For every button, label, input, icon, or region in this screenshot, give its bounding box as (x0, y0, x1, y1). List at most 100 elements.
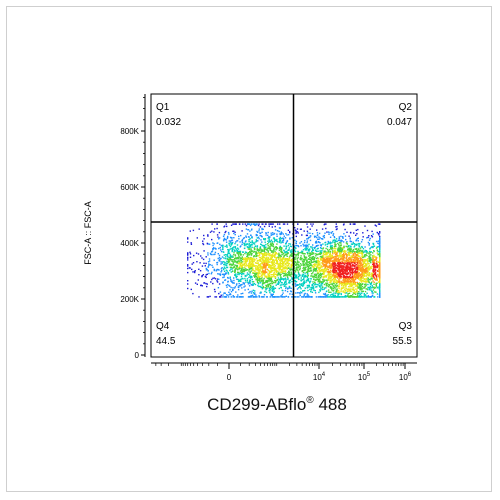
event-dot (326, 265, 328, 268)
event-dot (300, 288, 302, 290)
event-dot (306, 261, 308, 263)
event-dot (368, 267, 370, 269)
event-dot (267, 231, 269, 234)
event-dot (232, 287, 234, 289)
event-dot (273, 296, 275, 298)
event-dot (328, 242, 330, 244)
event-dot (228, 249, 230, 251)
event-dot (329, 267, 331, 269)
event-dot (256, 249, 259, 252)
event-dot (314, 268, 317, 270)
event-dot (297, 263, 300, 265)
event-dot (252, 281, 255, 283)
event-dot (338, 259, 341, 261)
event-dot (342, 277, 345, 280)
event-dot (327, 240, 329, 243)
event-dot (219, 247, 221, 249)
event-dot (359, 262, 362, 264)
event-dot (319, 286, 321, 288)
event-dot (279, 278, 281, 280)
event-dot (332, 262, 334, 264)
event-dot (369, 256, 371, 258)
event-dot (242, 270, 244, 272)
event-dot (246, 274, 248, 276)
event-dot (363, 270, 365, 272)
event-dot (357, 264, 359, 267)
event-dot (306, 248, 309, 250)
event-dot (355, 268, 357, 270)
event-dot (365, 268, 367, 270)
event-dot (259, 256, 261, 259)
event-dot (352, 250, 354, 252)
event-dot (277, 223, 279, 225)
event-dot (318, 264, 320, 266)
event-dot (333, 294, 335, 296)
event-dot (295, 240, 298, 243)
event-dot (270, 232, 272, 234)
event-dot (307, 251, 309, 254)
event-dot (331, 283, 334, 286)
event-dot (347, 285, 350, 288)
event-dot (282, 253, 284, 255)
event-dot (284, 284, 286, 286)
event-dot (265, 246, 267, 248)
event-dot (228, 242, 230, 245)
event-dot (268, 266, 271, 268)
event-dot (309, 246, 312, 248)
event-dot (345, 259, 347, 262)
event-dot (342, 254, 344, 256)
event-dot (357, 266, 360, 268)
event-dot (308, 262, 311, 265)
event-dot (271, 267, 273, 270)
event-dot (237, 288, 240, 291)
event-dot (278, 258, 280, 261)
event-dot (187, 254, 189, 256)
event-dot (349, 247, 351, 249)
event-dot (287, 249, 289, 251)
event-dot (306, 295, 309, 297)
event-dot (314, 283, 317, 285)
event-dot (308, 258, 310, 260)
event-dot (265, 289, 267, 291)
event-dot (306, 277, 309, 279)
event-dot (345, 295, 348, 297)
event-dot (245, 281, 247, 283)
event-dot (353, 256, 355, 258)
event-dot (345, 286, 347, 288)
event-dot (379, 248, 381, 250)
event-dot (277, 270, 279, 272)
event-dot (309, 232, 311, 234)
event-dot (268, 236, 270, 238)
event-dot (354, 257, 356, 259)
event-dot (262, 254, 264, 257)
event-dot (370, 277, 372, 280)
event-dot (279, 263, 281, 265)
event-dot (187, 265, 189, 267)
event-dot (329, 279, 332, 281)
event-dot (302, 296, 304, 298)
event-dot (329, 296, 331, 298)
event-dot (245, 263, 248, 265)
event-dot (189, 253, 192, 255)
event-dot (304, 292, 306, 295)
event-dot (287, 261, 289, 263)
event-dot (354, 277, 356, 279)
event-dot (278, 237, 281, 240)
event-dot (360, 264, 362, 266)
event-dot (275, 258, 277, 260)
event-dot (376, 231, 378, 234)
event-dot (259, 252, 261, 254)
event-dot (339, 253, 341, 255)
event-dot (341, 287, 344, 290)
event-dot (288, 266, 290, 268)
event-dot (304, 263, 306, 265)
event-dot (283, 252, 285, 254)
event-dot (258, 237, 260, 240)
event-dot (349, 296, 351, 298)
event-dot (361, 281, 363, 283)
event-dot (358, 295, 360, 298)
event-dot (341, 254, 343, 256)
event-dot (310, 267, 312, 269)
event-dot (233, 282, 235, 284)
event-dot (312, 264, 315, 266)
